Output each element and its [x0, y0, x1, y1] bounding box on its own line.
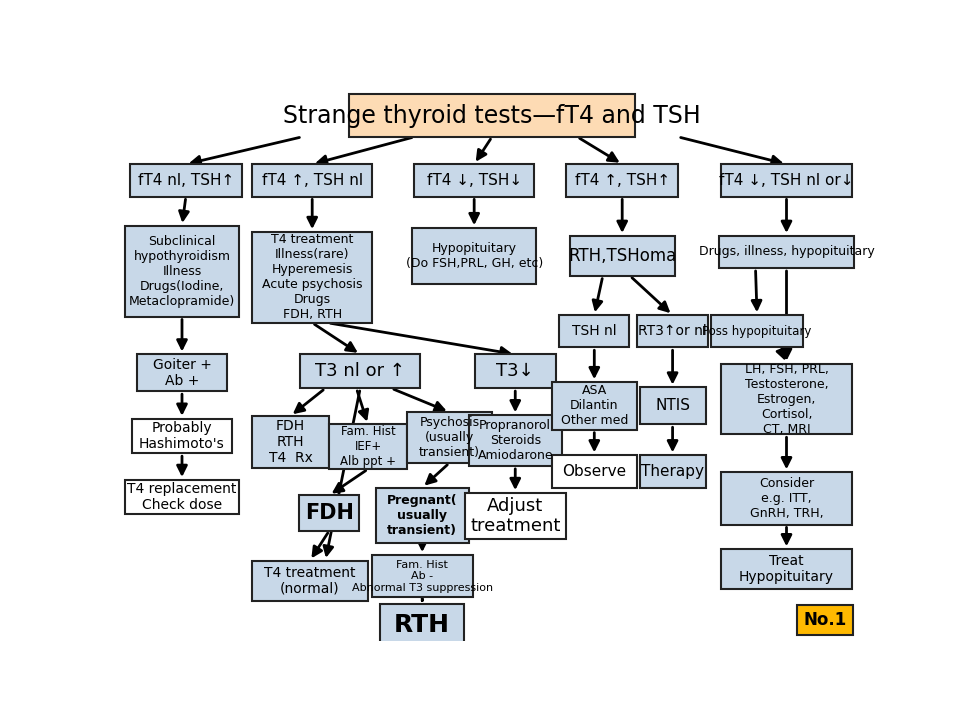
- FancyBboxPatch shape: [721, 549, 852, 589]
- FancyBboxPatch shape: [380, 604, 464, 647]
- FancyBboxPatch shape: [137, 354, 227, 391]
- Text: LH, FSH, PRL,
Testosterone,
Estrogen,
Cortisol,
CT, MRI: LH, FSH, PRL, Testosterone, Estrogen, Co…: [745, 362, 828, 436]
- Text: FDH: FDH: [305, 503, 353, 523]
- Text: Consider
e.g. ITT,
GnRH, TRH,: Consider e.g. ITT, GnRH, TRH,: [750, 477, 824, 520]
- FancyBboxPatch shape: [560, 315, 629, 348]
- FancyBboxPatch shape: [636, 315, 708, 348]
- FancyBboxPatch shape: [798, 606, 853, 634]
- Text: T4 treatment
Illness(rare)
Hyperemesis
Acute psychosis
Drugs
FDH, RTH: T4 treatment Illness(rare) Hyperemesis A…: [262, 233, 363, 321]
- FancyBboxPatch shape: [639, 455, 706, 487]
- Text: Strange thyroid tests—fT4 and TSH: Strange thyroid tests—fT4 and TSH: [283, 104, 701, 127]
- FancyBboxPatch shape: [552, 382, 636, 430]
- FancyBboxPatch shape: [468, 415, 562, 466]
- FancyBboxPatch shape: [300, 354, 420, 388]
- Text: Drugs, illness, hypopituitary: Drugs, illness, hypopituitary: [699, 246, 875, 258]
- Text: fT4 ↓, TSH↓: fT4 ↓, TSH↓: [426, 173, 521, 188]
- Text: fT4 ↑, TSH↑: fT4 ↑, TSH↑: [575, 173, 670, 188]
- Text: Goiter +
Ab +: Goiter + Ab +: [153, 358, 211, 388]
- Text: Therapy: Therapy: [641, 464, 704, 479]
- FancyBboxPatch shape: [721, 164, 852, 197]
- FancyBboxPatch shape: [252, 164, 372, 197]
- FancyBboxPatch shape: [252, 232, 372, 323]
- Text: No.1: No.1: [804, 611, 847, 629]
- Text: Psychosis
(usually
transient): Psychosis (usually transient): [419, 416, 480, 459]
- FancyBboxPatch shape: [711, 315, 803, 348]
- Text: Subclinical
hypothyroidism
Illness
Drugs(Iodine,
Metaclopramide): Subclinical hypothyroidism Illness Drugs…: [129, 235, 235, 307]
- Text: RTH: RTH: [395, 613, 450, 637]
- Text: Adjust
treatment: Adjust treatment: [470, 497, 561, 536]
- FancyBboxPatch shape: [719, 235, 854, 268]
- FancyBboxPatch shape: [372, 555, 472, 598]
- FancyBboxPatch shape: [465, 493, 565, 539]
- FancyBboxPatch shape: [125, 480, 239, 514]
- FancyBboxPatch shape: [412, 228, 537, 284]
- Text: Poss hypopituitary: Poss hypopituitary: [703, 325, 812, 338]
- Text: RT3↑or nl: RT3↑or nl: [638, 324, 707, 338]
- Text: Treat
Hypopituitary: Treat Hypopituitary: [739, 554, 834, 585]
- FancyBboxPatch shape: [570, 235, 675, 276]
- FancyBboxPatch shape: [132, 418, 232, 454]
- Text: T4 treatment
(normal): T4 treatment (normal): [264, 566, 355, 596]
- Text: Hypopituitary
(Do FSH,PRL, GH, etc): Hypopituitary (Do FSH,PRL, GH, etc): [405, 242, 542, 270]
- Text: Observe: Observe: [563, 464, 626, 479]
- FancyBboxPatch shape: [329, 424, 407, 469]
- FancyBboxPatch shape: [299, 495, 359, 531]
- FancyBboxPatch shape: [348, 94, 636, 137]
- FancyBboxPatch shape: [375, 487, 468, 543]
- Text: NTIS: NTIS: [655, 398, 690, 413]
- FancyBboxPatch shape: [639, 387, 706, 424]
- Text: ASA
Dilantin
Other med: ASA Dilantin Other med: [561, 384, 628, 428]
- FancyBboxPatch shape: [252, 561, 368, 600]
- FancyBboxPatch shape: [721, 364, 852, 434]
- Text: Pregnant(
usually
transient): Pregnant( usually transient): [387, 494, 458, 537]
- Text: fT4 nl, TSH↑: fT4 nl, TSH↑: [137, 173, 234, 188]
- FancyBboxPatch shape: [474, 354, 556, 388]
- FancyBboxPatch shape: [130, 164, 242, 197]
- Text: FDH
RTH
T4  Rx: FDH RTH T4 Rx: [269, 419, 312, 465]
- FancyBboxPatch shape: [552, 455, 636, 487]
- Text: T3↓: T3↓: [496, 362, 534, 380]
- FancyBboxPatch shape: [414, 164, 534, 197]
- Text: fT4 ↓, TSH nl or↓: fT4 ↓, TSH nl or↓: [719, 173, 853, 188]
- FancyBboxPatch shape: [566, 164, 679, 197]
- FancyBboxPatch shape: [252, 416, 329, 468]
- FancyBboxPatch shape: [407, 412, 492, 463]
- Text: Probably
Hashimoto's: Probably Hashimoto's: [139, 421, 225, 451]
- FancyBboxPatch shape: [125, 226, 239, 317]
- Text: fT4 ↑, TSH nl: fT4 ↑, TSH nl: [262, 173, 363, 188]
- Text: Propranorol
Steroids
Amiodarone: Propranorol Steroids Amiodarone: [477, 419, 553, 462]
- FancyBboxPatch shape: [721, 472, 852, 525]
- Text: RTH,TSHoma: RTH,TSHoma: [568, 247, 677, 265]
- Text: Fam. Hist
IEF+
Alb ppt +: Fam. Hist IEF+ Alb ppt +: [340, 426, 396, 468]
- Text: T3 nl or ↑: T3 nl or ↑: [315, 362, 405, 380]
- Text: TSH nl: TSH nl: [572, 324, 616, 338]
- Text: T4 replacement
Check dose: T4 replacement Check dose: [128, 482, 237, 512]
- Text: Fam. Hist
Ab -
Abnormal T3 suppression: Fam. Hist Ab - Abnormal T3 suppression: [351, 559, 492, 593]
